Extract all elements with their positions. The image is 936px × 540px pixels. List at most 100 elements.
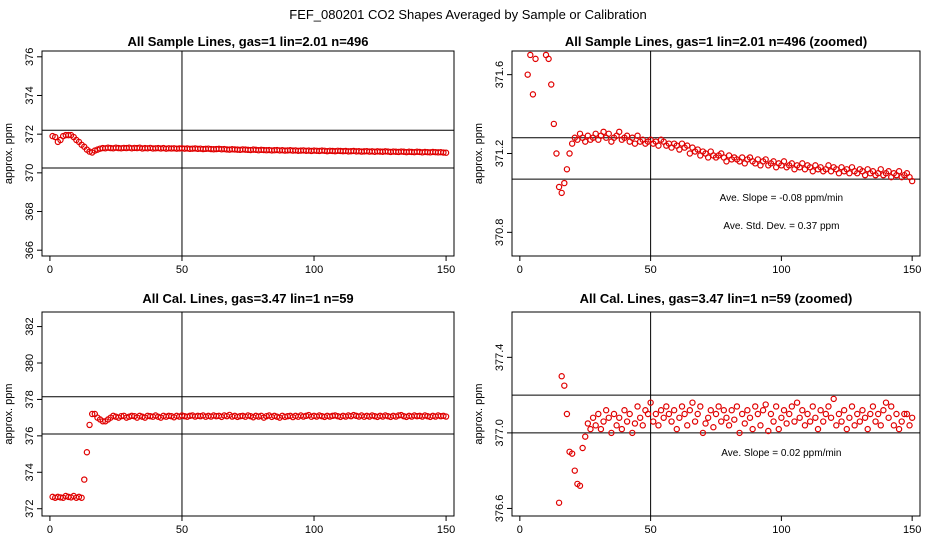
x-tick-label: 0: [47, 264, 53, 276]
data-point: [861, 171, 869, 179]
y-tick-label: 382: [24, 317, 36, 335]
data-point: [731, 416, 738, 423]
data-point: [579, 444, 586, 452]
y-axis-label: approx. ppm: [3, 123, 15, 184]
data-point: [778, 414, 785, 421]
data-point: [877, 166, 884, 173]
x-tick-label: 100: [305, 264, 323, 276]
data-point: [720, 407, 728, 414]
data-point: [686, 150, 694, 157]
data-point: [848, 403, 856, 410]
data-points: [524, 51, 916, 197]
x-tick-label: 100: [772, 264, 790, 276]
data-point: [616, 128, 623, 136]
data-point: [670, 407, 678, 414]
data-point: [817, 407, 824, 414]
data-point: [867, 410, 874, 418]
data-point: [655, 422, 662, 429]
data-point: [898, 418, 905, 425]
y-axis-label: approx. ppm: [3, 383, 15, 444]
data-point: [846, 170, 853, 177]
data-point: [796, 414, 803, 421]
data-point: [833, 422, 840, 429]
data-points: [49, 410, 450, 501]
data-point: [872, 418, 879, 425]
x-tick-label: 100: [772, 524, 790, 536]
panel-title: All Cal. Lines, gas=3.47 lin=1 n=59: [142, 291, 353, 306]
data-point: [885, 168, 892, 175]
data-point: [676, 414, 683, 421]
data-point: [616, 414, 623, 421]
data-point: [600, 418, 607, 425]
data-point: [744, 407, 751, 414]
data-point: [733, 403, 741, 410]
y-tick-label: 371.2: [494, 140, 506, 168]
data-point: [906, 422, 913, 429]
data-point: [864, 425, 871, 433]
data-point: [725, 422, 733, 429]
data-point: [442, 149, 450, 156]
data-point: [908, 414, 916, 421]
x-tick-label: 150: [437, 264, 455, 276]
data-point: [440, 412, 447, 420]
data-point: [568, 450, 576, 457]
data-point: [890, 422, 898, 429]
data-point: [623, 418, 631, 425]
data-point: [809, 168, 816, 175]
data-point: [681, 410, 688, 418]
data-point: [684, 422, 691, 429]
data-point: [822, 410, 830, 418]
data-points: [49, 131, 450, 156]
data-point: [574, 136, 581, 143]
y-tick-label: 376: [24, 427, 36, 445]
data-point: [128, 412, 135, 420]
y-tick-label: 370: [24, 164, 36, 182]
x-tick-label: 150: [903, 524, 921, 536]
data-point: [684, 142, 691, 149]
data-point: [827, 414, 835, 421]
data-point: [710, 424, 717, 431]
annotation-text: Ave. Slope = 0.02 ppm/min: [721, 448, 841, 459]
data-point: [738, 410, 746, 418]
data-point: [901, 410, 908, 418]
data-point: [676, 146, 683, 153]
x-tick-label: 50: [176, 524, 188, 536]
data-point: [869, 403, 877, 410]
data-point: [854, 410, 861, 418]
data-point: [652, 410, 660, 418]
data-point: [793, 399, 801, 406]
data-point: [686, 407, 694, 414]
data-point: [663, 403, 670, 410]
data-point: [738, 154, 746, 161]
data-point: [673, 425, 680, 433]
data-point: [78, 494, 85, 501]
data-point: [895, 168, 903, 175]
data-point: [553, 150, 560, 157]
data-point: [888, 403, 895, 410]
plot-frame: [511, 50, 921, 257]
data-points: [555, 373, 916, 506]
data-point: [754, 410, 762, 418]
data-point: [746, 414, 754, 421]
chart-panel-2: All Sample Lines, gas=1 lin=2.01 n=496 (…: [473, 34, 921, 276]
data-point: [529, 91, 537, 98]
data-point: [555, 183, 563, 191]
data-point: [874, 410, 882, 418]
data-point: [835, 170, 843, 177]
data-point: [882, 399, 890, 406]
x-tick-label: 0: [47, 524, 53, 536]
data-point: [561, 179, 568, 187]
data-point: [799, 407, 806, 414]
data-point: [825, 403, 832, 410]
data-point: [589, 414, 597, 421]
data-point: [678, 403, 686, 410]
data-point: [623, 132, 631, 139]
data-point: [582, 138, 589, 145]
data-point: [825, 162, 832, 169]
data-point: [877, 422, 884, 429]
data-point: [767, 410, 775, 418]
data-point: [704, 414, 712, 421]
data-point: [780, 158, 788, 165]
y-tick-label: 374: [24, 86, 36, 104]
